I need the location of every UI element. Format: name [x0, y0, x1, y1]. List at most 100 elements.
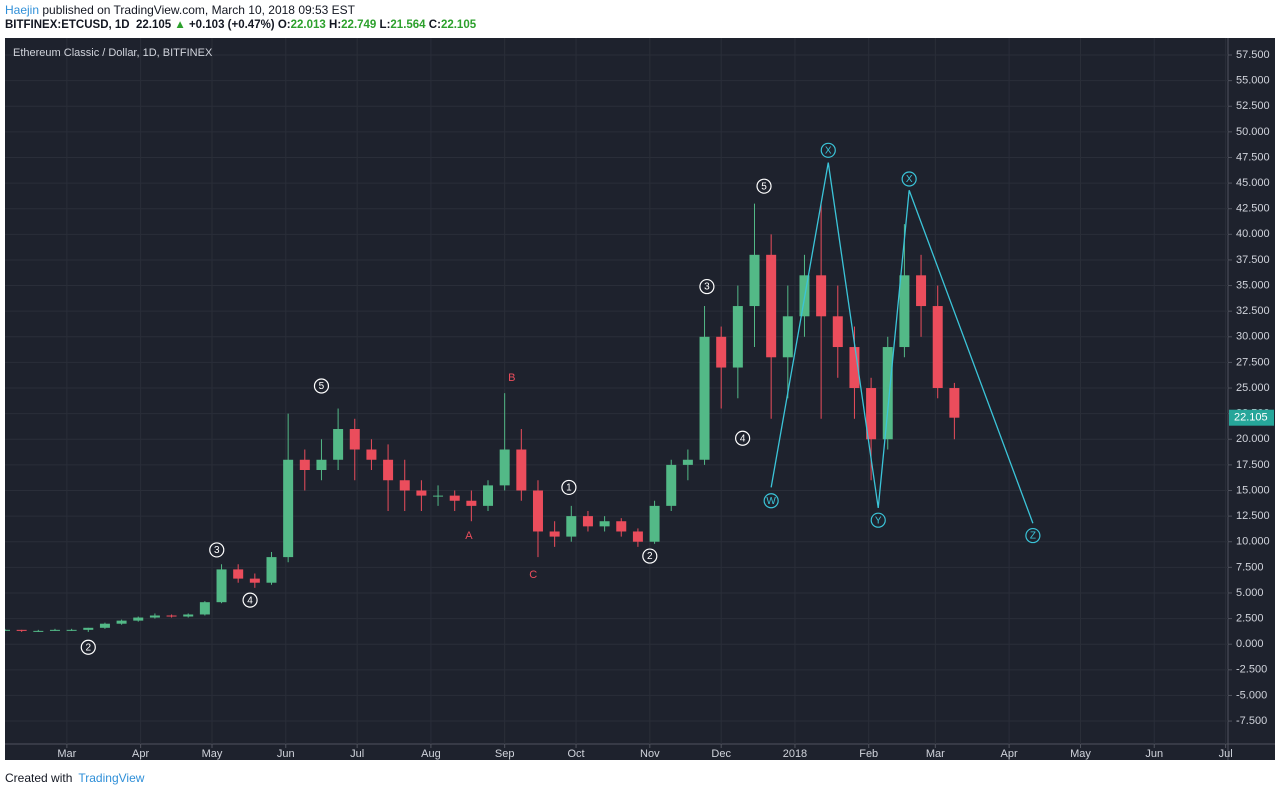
candle-body [582, 516, 593, 527]
wave-label-circle [1025, 527, 1041, 544]
y-tick-label: 45.000 [1236, 177, 1270, 189]
y-tick-label: 52.500 [1236, 100, 1270, 112]
y-tick-label: 37.500 [1236, 254, 1270, 266]
candle-body [599, 521, 610, 527]
wave-label-circle [735, 430, 751, 446]
candle-body [399, 480, 410, 491]
y-tick-label: 17.500 [1236, 459, 1270, 471]
wave-label: B [508, 372, 515, 384]
quote-value: 22.013 [290, 19, 326, 31]
x-tick-label: Mar [57, 748, 76, 760]
x-tick-label: May [1070, 748, 1091, 760]
x-tick-label: Jul [1219, 748, 1233, 760]
wave-label-circle [80, 639, 96, 655]
chart-title: Ethereum Classic / Dollar, 1D, BITFINEX [13, 47, 213, 59]
wave-label: 5 [761, 181, 767, 192]
x-tick-label: Dec [711, 748, 731, 760]
candle-body [366, 449, 377, 460]
candle-body [749, 254, 760, 307]
candle-body [566, 516, 577, 537]
wave-label: Y [875, 515, 882, 526]
candle-body [699, 336, 710, 460]
y-tick-label: 35.000 [1236, 279, 1270, 291]
y-tick-label: 57.500 [1236, 49, 1270, 61]
y-tick-label: 0.000 [1236, 638, 1264, 650]
x-tick-label: Apr [132, 748, 149, 760]
candle-body [33, 630, 44, 632]
wave-label: Z [1030, 531, 1036, 542]
wave-label: C [529, 569, 537, 581]
candle-body [316, 459, 327, 471]
candle-body [133, 617, 144, 621]
x-tick-label: Oct [567, 748, 584, 760]
quote-label: C: [428, 19, 441, 31]
y-tick-label: -5.000 [1236, 689, 1267, 701]
candle-body [333, 429, 344, 460]
x-tick-label: Mar [926, 748, 945, 760]
x-tick-label: Jun [1145, 748, 1163, 760]
y-tick-label: -7.500 [1236, 715, 1267, 727]
y-tick-label: 47.500 [1236, 151, 1270, 163]
candle-body [516, 449, 527, 491]
wave-label: W [766, 496, 776, 507]
y-tick-label: 25.000 [1236, 382, 1270, 394]
candle-body [666, 464, 677, 506]
author[interactable]: Haejin [5, 3, 40, 17]
wave-label-circle [763, 493, 779, 509]
candle-body [483, 485, 494, 506]
wave-label: 3 [704, 282, 710, 293]
y-tick-label: 30.000 [1236, 331, 1270, 343]
candle-body [349, 429, 360, 450]
candle-body [916, 275, 927, 307]
last: 22.105 [135, 19, 172, 31]
wave-label: 3 [214, 545, 220, 556]
y-tick-label: -2.500 [1236, 664, 1267, 676]
wave-label: 4 [247, 595, 253, 606]
last-price-label: 22.105 [1234, 412, 1268, 424]
arrow: ▲ [174, 19, 186, 31]
candle-body [416, 490, 427, 496]
y-tick-label: 40.000 [1236, 228, 1270, 240]
candle-body [83, 627, 94, 630]
candle-body [549, 531, 560, 537]
wave-label-circle [901, 171, 917, 187]
wave-label-circle [642, 548, 658, 564]
candle-body [199, 602, 210, 615]
symbol: BITFINEX:ETCUSD, 1D [5, 19, 130, 31]
wave-label: X [906, 174, 913, 185]
candle-body [782, 316, 793, 358]
wave-label-circle [756, 178, 772, 194]
chart: -7.500 -5.000 -2.500 0.000 2.500 5.000 7.500 10… [5, 38, 1275, 760]
quote-label: O: [277, 19, 291, 31]
x-tick-label: May [202, 748, 223, 760]
wave-line [770, 162, 1034, 524]
wave-label-circle [870, 512, 886, 528]
wave-label: 2 [85, 642, 91, 653]
candle-body [832, 316, 843, 348]
footer: Created with TradingView [5, 771, 144, 785]
wave-label-circle [699, 278, 715, 295]
wave-label: 5 [319, 381, 325, 392]
wave-label-circle [209, 542, 225, 558]
x-tick-label: Jun [277, 748, 295, 760]
candle-body [682, 459, 693, 465]
candle-body [299, 459, 310, 471]
wave-label-circle [313, 378, 330, 394]
y-tick-label: 7.500 [1236, 561, 1264, 573]
candle-body [949, 388, 960, 418]
wave-label: X [825, 145, 832, 156]
chart-background [5, 38, 1275, 760]
x-tick-label: Sep [495, 748, 515, 760]
candle-body [383, 459, 394, 481]
x-tick-label: Aug [421, 748, 441, 760]
candle-body [732, 306, 743, 368]
candle-body [116, 620, 127, 624]
wave-label: 4 [740, 433, 746, 444]
x-tick-label: Nov [640, 748, 660, 760]
quote-label: L: [379, 19, 391, 31]
candle-body [932, 306, 943, 389]
y-tick-label: 15.000 [1236, 484, 1270, 496]
candle-body [183, 614, 194, 617]
y-tick-label: 10.000 [1236, 536, 1270, 548]
brand[interactable]: TradingView [78, 771, 145, 785]
